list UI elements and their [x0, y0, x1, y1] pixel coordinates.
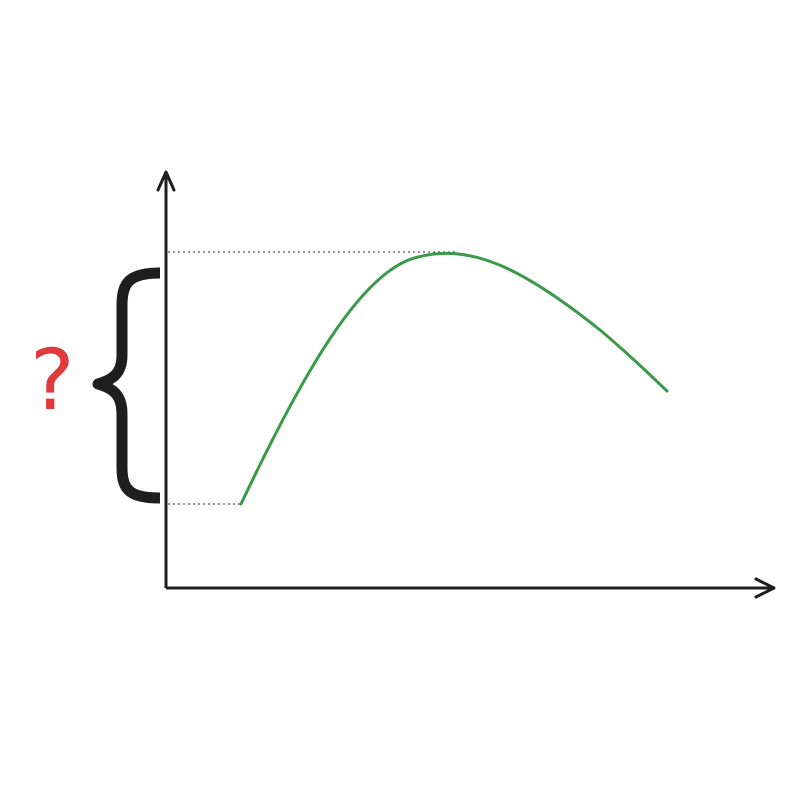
question-mark-label: ? [30, 331, 75, 429]
y-axis-arrow-icon [156, 170, 176, 192]
x-axis-arrow-icon [754, 577, 776, 599]
response-curve [239, 251, 669, 506]
curly-brace-icon [92, 267, 161, 504]
